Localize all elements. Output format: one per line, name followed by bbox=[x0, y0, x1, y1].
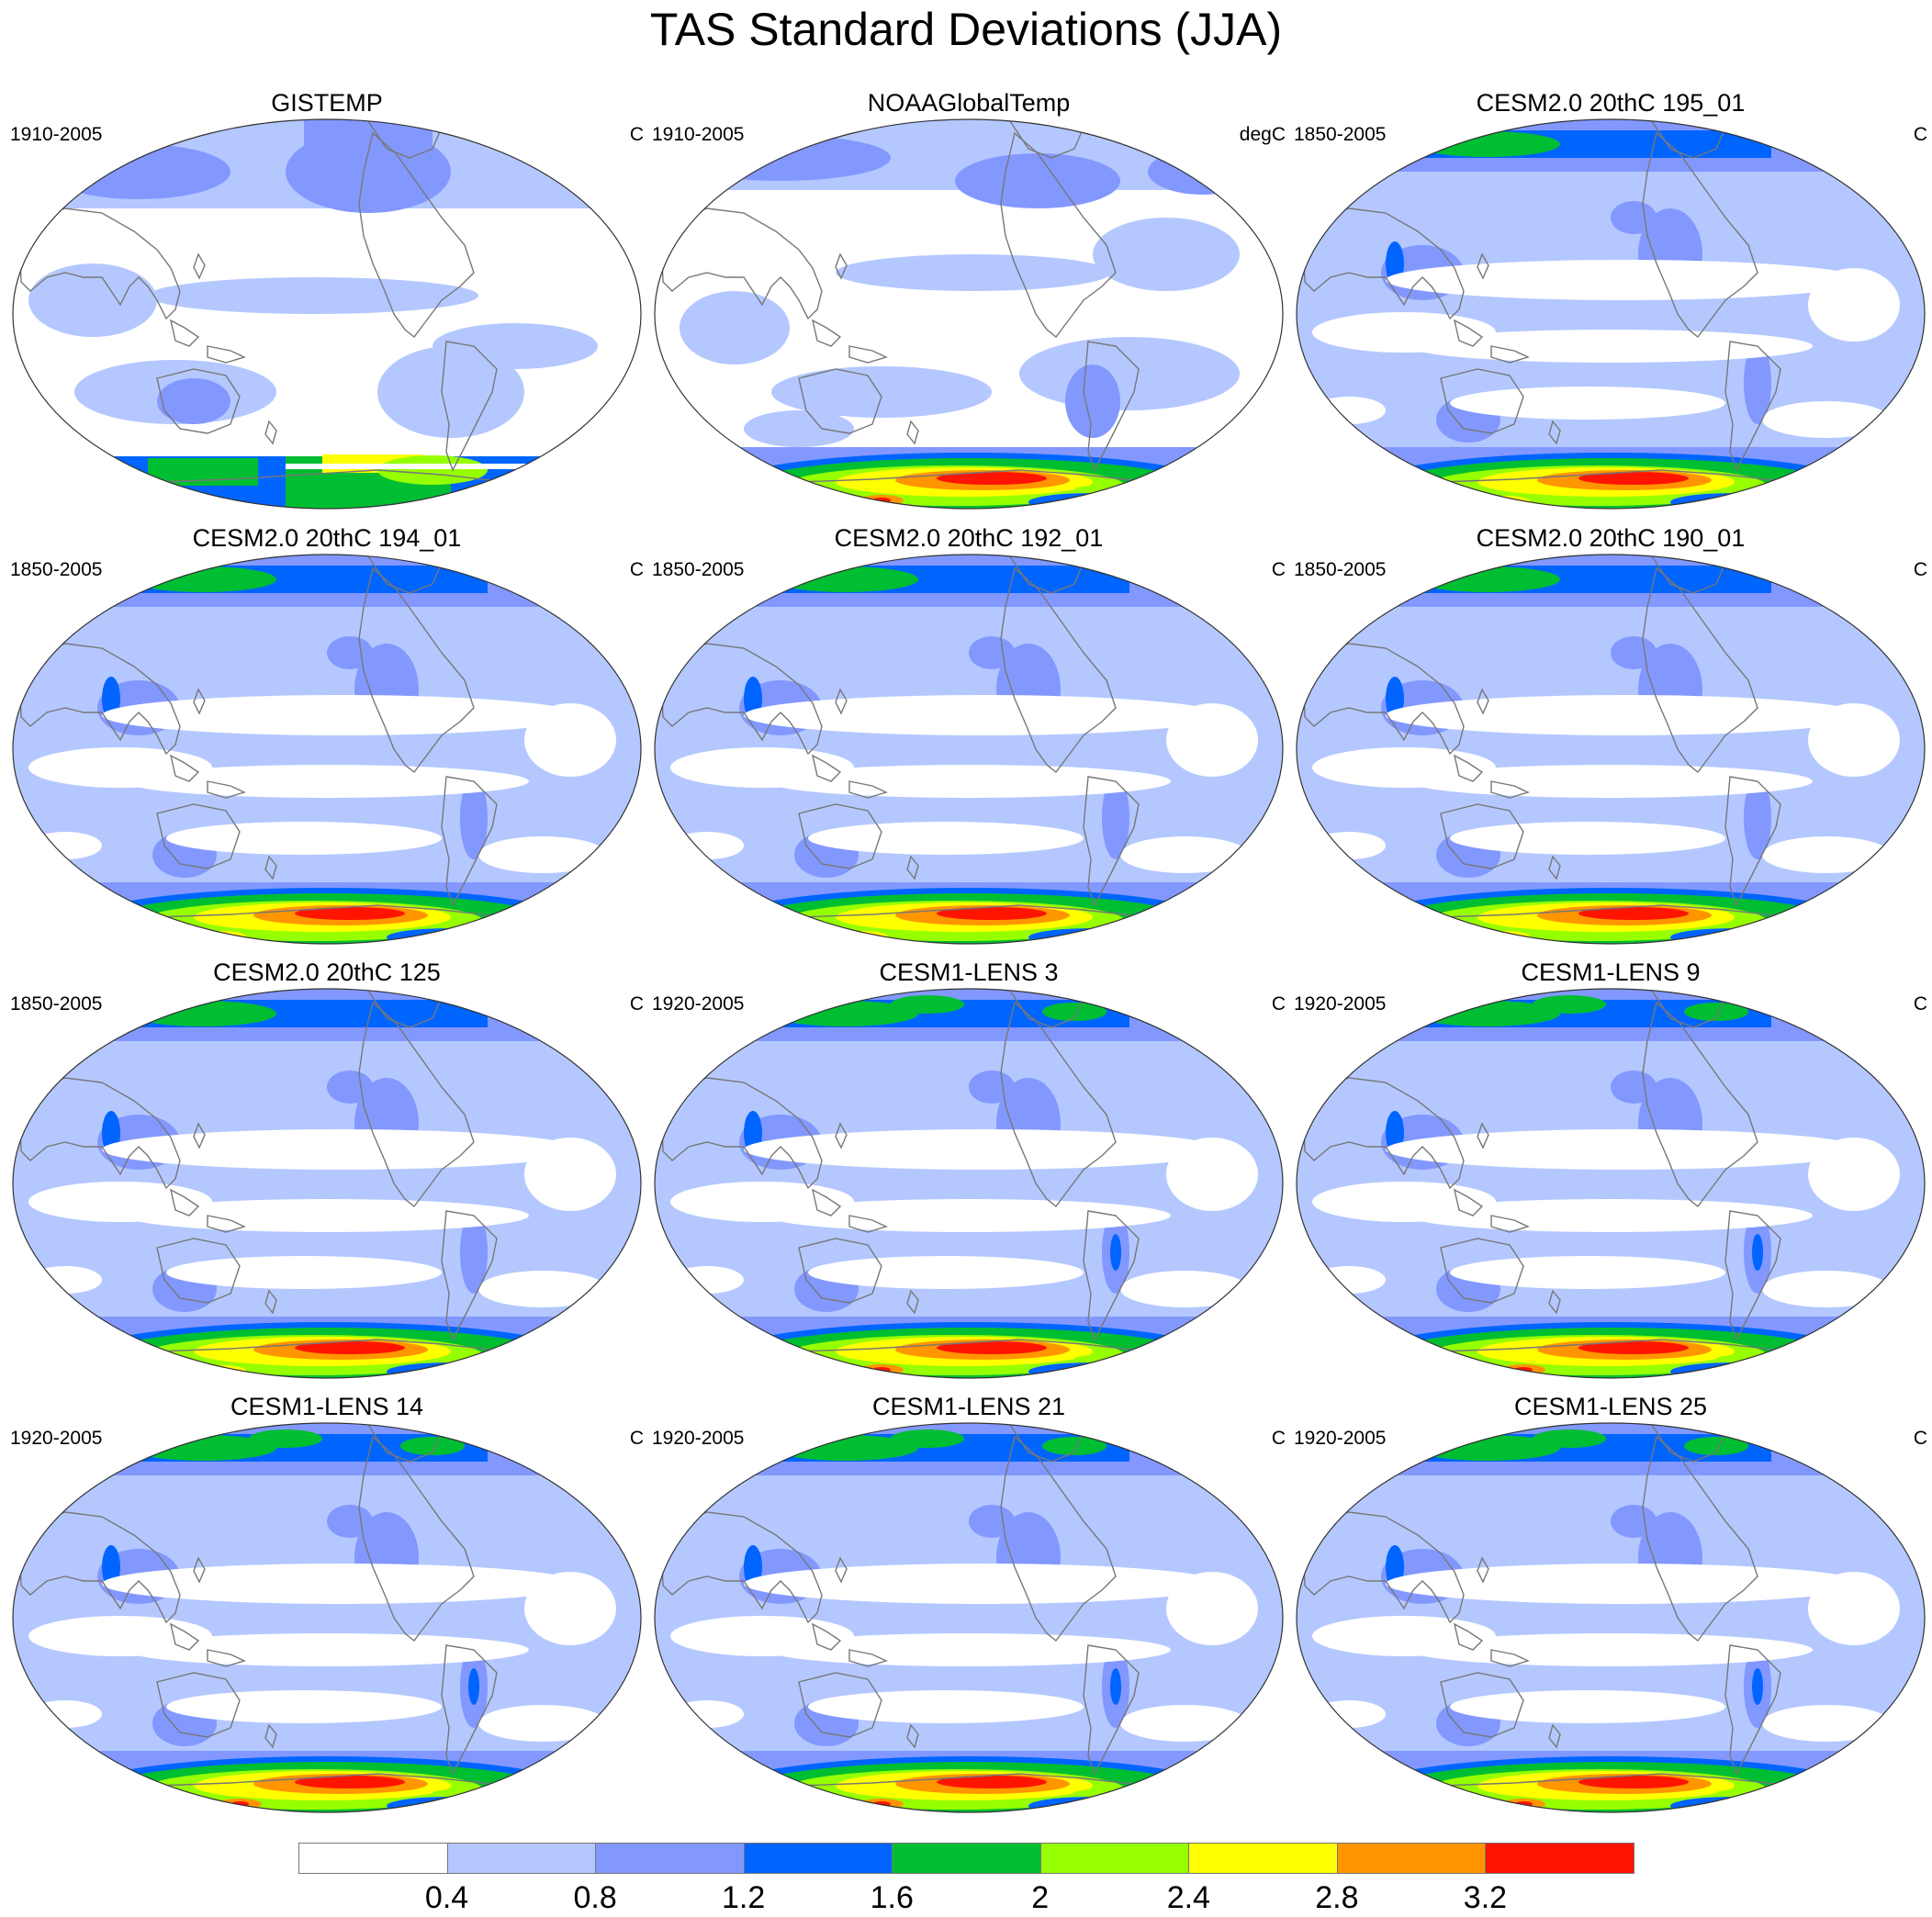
panel-period: 1850-2005 bbox=[10, 993, 103, 1015]
panel-period: 1920-2005 bbox=[10, 1428, 103, 1449]
colorbar-swatch bbox=[892, 1843, 1041, 1874]
panel-units: C bbox=[629, 559, 644, 580]
panel-title: CESM1-LENS 14 bbox=[230, 1393, 424, 1420]
map-panel: CESM2.0 20thC 195_01 1850-2005 C bbox=[1294, 89, 1927, 511]
panel-title: CESM2.0 20thC 194_01 bbox=[192, 524, 462, 552]
map-panel: CESM2.0 20thC 194_01 1850-2005 C bbox=[10, 524, 644, 947]
map-panel: CESM2.0 20thC 190_01 1850-2005 C bbox=[1294, 524, 1927, 947]
map-panel: NOAAGlobalTemp 1910-2005 degC bbox=[652, 89, 1286, 511]
panel-title: CESM1-LENS 3 bbox=[879, 958, 1059, 986]
map-panel: CESM1-LENS 9 1920-2005 C bbox=[1294, 958, 1927, 1381]
panel-units: C bbox=[629, 124, 644, 145]
map-field bbox=[1296, 554, 1926, 945]
panel-units: C bbox=[1913, 559, 1927, 580]
panel-title: CESM2.0 20thC 192_01 bbox=[834, 524, 1104, 552]
panel-units: C bbox=[1271, 559, 1286, 580]
panel-period: 1920-2005 bbox=[1294, 993, 1387, 1015]
panel-title: CESM1-LENS 25 bbox=[1513, 1393, 1708, 1420]
panel-period: 1850-2005 bbox=[1294, 559, 1387, 580]
panel-units: C bbox=[629, 1428, 644, 1449]
colorbar-label: 0.4 bbox=[424, 1880, 469, 1915]
colorbar-swatch bbox=[298, 1843, 448, 1874]
colorbar-swatch bbox=[1039, 1843, 1190, 1874]
panel-period: 1920-2005 bbox=[1294, 1428, 1387, 1449]
panel-units: C bbox=[1913, 124, 1927, 145]
colorbar-swatch bbox=[595, 1843, 745, 1874]
map-field bbox=[1296, 118, 1926, 510]
panel-title: CESM2.0 20thC 190_01 bbox=[1476, 524, 1746, 552]
map-field bbox=[1296, 988, 1926, 1379]
map-panel: GISTEMP 1910-2005 C bbox=[10, 89, 644, 511]
panel-period: 1920-2005 bbox=[652, 993, 745, 1015]
panel-units: C bbox=[1913, 1428, 1927, 1449]
panel-units: C bbox=[1913, 993, 1927, 1015]
panel-period: 1850-2005 bbox=[10, 559, 103, 580]
panel-period: 1920-2005 bbox=[652, 1428, 745, 1449]
panel-units: C bbox=[629, 993, 644, 1015]
map-panel: CESM1-LENS 3 1920-2005 C bbox=[652, 958, 1286, 1381]
panel-title: CESM1-LENS 21 bbox=[871, 1393, 1066, 1420]
panel-period: 1910-2005 bbox=[10, 124, 103, 145]
panel-title: CESM2.0 20thC 125 bbox=[213, 958, 441, 986]
map-field bbox=[12, 554, 642, 945]
panel-period: 1850-2005 bbox=[652, 559, 745, 580]
panel-units: C bbox=[1271, 993, 1286, 1015]
colorbar-swatch bbox=[743, 1843, 893, 1874]
panel-title: CESM2.0 20thC 195_01 bbox=[1476, 89, 1746, 117]
colorbar-swatch bbox=[446, 1843, 597, 1874]
map-field bbox=[654, 988, 1284, 1379]
panel-units: C bbox=[1271, 1428, 1286, 1449]
colorbar-swatch bbox=[1188, 1843, 1338, 1874]
map-panel: CESM1-LENS 21 1920-2005 C bbox=[652, 1393, 1286, 1815]
map-field bbox=[654, 118, 1284, 510]
map-field bbox=[654, 554, 1284, 945]
map-panel: CESM1-LENS 14 1920-2005 C bbox=[10, 1393, 644, 1815]
colorbar-label: 3.2 bbox=[1463, 1880, 1508, 1915]
colorbar-swatch bbox=[1336, 1843, 1487, 1874]
panel-title: NOAAGlobalTemp bbox=[867, 89, 1071, 117]
panel-units: degC bbox=[1239, 124, 1286, 145]
panel-period: 1850-2005 bbox=[1294, 124, 1387, 145]
colorbar-label: 1.6 bbox=[870, 1880, 914, 1915]
colorbar-swatch bbox=[1485, 1843, 1634, 1874]
map-panel: CESM2.0 20thC 192_01 1850-2005 C bbox=[652, 524, 1286, 947]
colorbar-label: 2.8 bbox=[1315, 1880, 1359, 1915]
map-field bbox=[12, 118, 642, 510]
map-field bbox=[1296, 1422, 1926, 1813]
colorbar: 0.4 0.8 1.2 1.6 2 2.4 2.8 3.2 bbox=[298, 1843, 1634, 1914]
panel-title: CESM1-LENS 9 bbox=[1521, 958, 1701, 986]
figure-title: TAS Standard Deviations (JJA) bbox=[649, 4, 1283, 55]
colorbar-label: 2.4 bbox=[1166, 1880, 1210, 1915]
map-field bbox=[654, 1422, 1284, 1813]
map-panel: CESM2.0 20thC 125 1850-2005 C bbox=[10, 958, 644, 1381]
colorbar-label: 1.2 bbox=[722, 1880, 766, 1915]
colorbar-label: 2 bbox=[1031, 1880, 1050, 1915]
map-panel: CESM1-LENS 25 1920-2005 C bbox=[1294, 1393, 1927, 1815]
map-field bbox=[12, 988, 642, 1379]
colorbar-label: 0.8 bbox=[573, 1880, 617, 1915]
panel-title: GISTEMP bbox=[271, 89, 383, 117]
panel-period: 1910-2005 bbox=[652, 124, 745, 145]
map-field bbox=[12, 1422, 642, 1813]
